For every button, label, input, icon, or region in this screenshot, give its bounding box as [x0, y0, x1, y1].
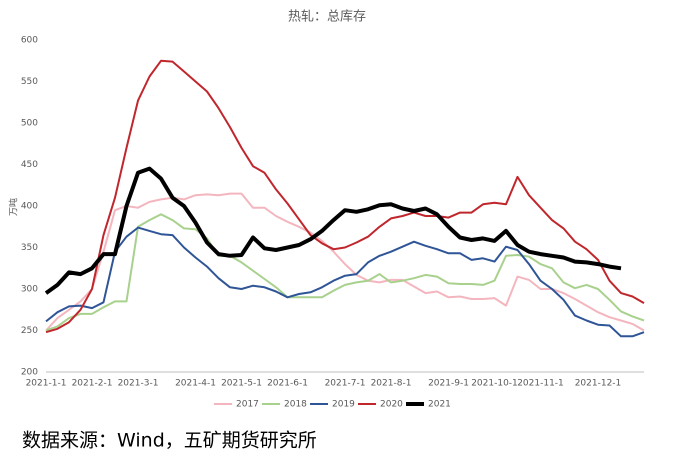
x-tick-label: 2021-10-1 [471, 379, 518, 389]
legend-label: 2020 [380, 400, 403, 410]
x-tick-label: 2021-1-1 [26, 379, 67, 389]
x-tick-label: 2021-4-1 [175, 379, 216, 389]
legend-label: 2019 [332, 400, 355, 410]
source-note: 数据来源：Wind，五矿期货研究所 [22, 430, 317, 452]
legend-label: 2021 [428, 400, 451, 410]
legend-label: 2017 [236, 400, 259, 410]
y-tick-label: 350 [21, 243, 38, 253]
x-tick-label: 2021-3-1 [118, 379, 159, 389]
line-series [45, 59, 645, 334]
y-tick-label: 550 [21, 77, 38, 87]
x-tick-label: 2021-6-1 [267, 379, 308, 389]
y-tick-label: 400 [21, 202, 38, 212]
y-tick-label: 300 [21, 285, 38, 295]
x-tick-label: 2021-8-1 [371, 379, 412, 389]
x-tick-label: 2021-11-1 [517, 379, 564, 389]
x-tick-label: 2021-7-1 [325, 379, 366, 389]
y-tick-label: 600 [21, 36, 38, 46]
line-series [45, 213, 645, 332]
x-tick-label: 2021-9-1 [428, 379, 469, 389]
x-tick-label: 2021-12-1 [575, 379, 622, 389]
legend-label: 2018 [284, 400, 307, 410]
y-tick-label: 450 [21, 160, 38, 170]
line-series [45, 226, 645, 338]
y-tick-label: 200 [21, 368, 38, 378]
x-tick-label: 2021-5-1 [221, 379, 262, 389]
line-series [44, 166, 622, 295]
y-tick-label: 250 [21, 326, 38, 336]
y-axis-label: 万吨 [8, 198, 20, 216]
y-tick-label: 500 [21, 119, 38, 129]
chart-title: 热轧：总库存 [288, 9, 366, 25]
x-tick-label: 2021-2-1 [72, 379, 113, 389]
line-series [45, 192, 645, 332]
